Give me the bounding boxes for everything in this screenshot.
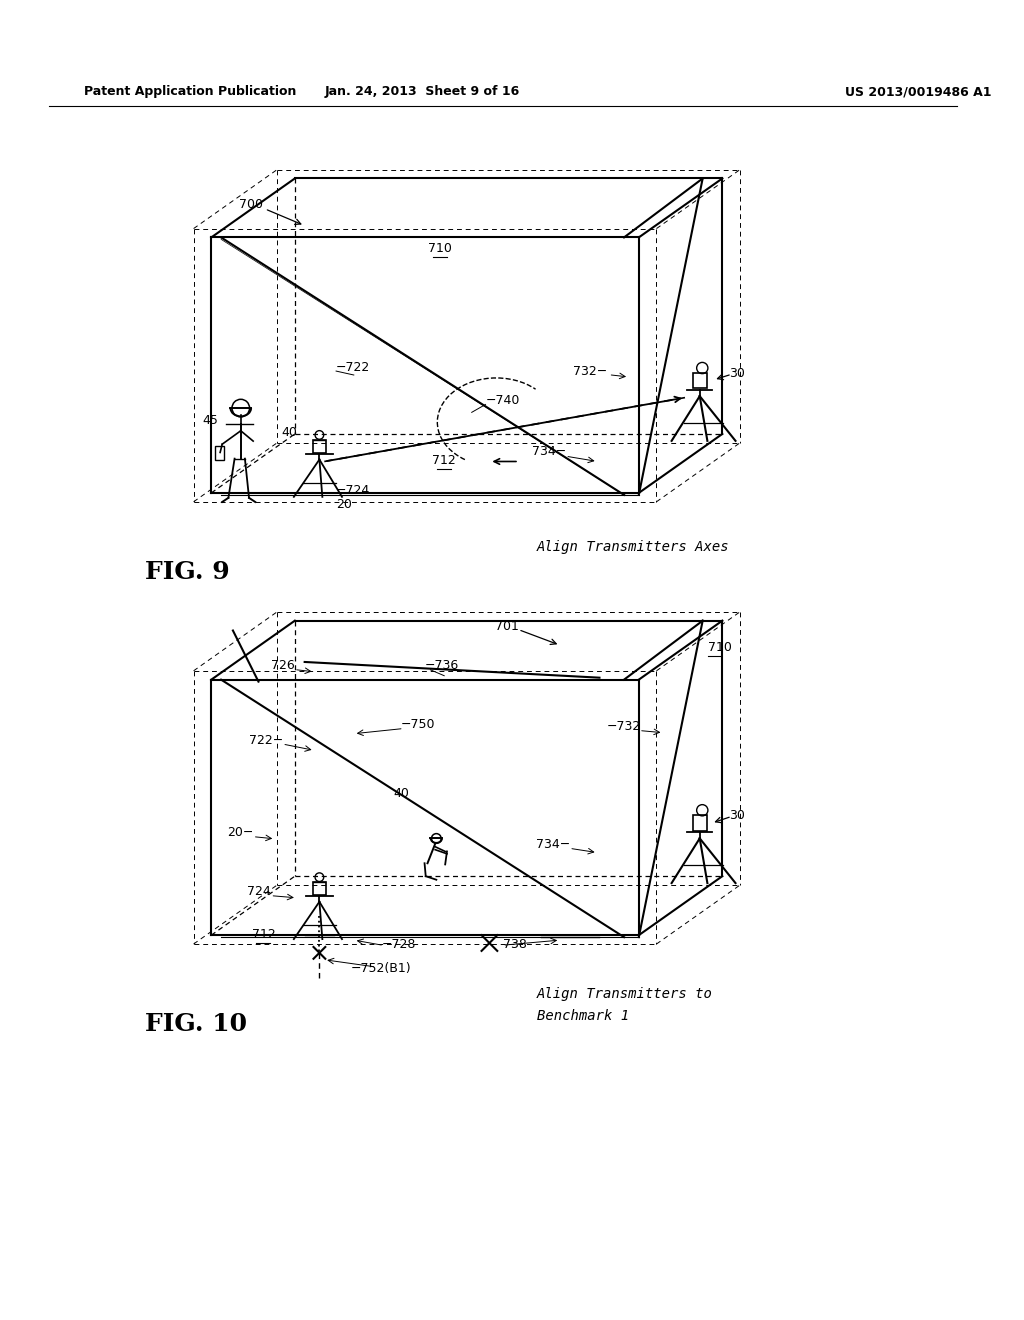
Bar (692, 374, 707, 388)
Text: 738: 738 (503, 939, 527, 952)
Text: −752(B1): −752(B1) (351, 962, 412, 975)
Text: Jan. 24, 2013  Sheet 9 of 16: Jan. 24, 2013 Sheet 9 of 16 (325, 86, 520, 99)
Text: Patent Application Publication: Patent Application Publication (84, 86, 296, 99)
Text: 724: 724 (247, 886, 270, 899)
Text: 20−: 20− (227, 826, 254, 840)
Text: 712: 712 (432, 454, 456, 467)
Text: Align Transmitters Axes: Align Transmitters Axes (537, 540, 729, 554)
Text: −736: −736 (425, 660, 459, 672)
Bar (215, 446, 224, 459)
Text: 712: 712 (252, 928, 275, 941)
Text: 30: 30 (729, 809, 745, 822)
Text: US 2013/0019486 A1: US 2013/0019486 A1 (845, 86, 991, 99)
Text: FIG. 10: FIG. 10 (145, 1011, 248, 1036)
Text: 726: 726 (271, 660, 295, 672)
Bar (312, 882, 327, 895)
Text: 734−: 734− (536, 838, 570, 851)
Text: −732: −732 (606, 721, 641, 734)
Text: 701: 701 (495, 620, 519, 634)
Text: −724: −724 (336, 484, 371, 498)
Text: 30: 30 (729, 367, 745, 380)
Text: Align Transmitters to: Align Transmitters to (537, 987, 713, 1001)
Text: −740: −740 (485, 395, 520, 407)
Text: −750: −750 (401, 718, 435, 731)
Text: 710: 710 (428, 242, 453, 255)
Text: 20: 20 (336, 498, 352, 511)
Text: 732−: 732− (573, 364, 607, 378)
Text: 700: 700 (240, 198, 263, 211)
Bar (312, 440, 327, 453)
Text: 45: 45 (203, 413, 218, 426)
Text: Benchmark 1: Benchmark 1 (537, 1008, 629, 1023)
Text: 722−: 722− (249, 734, 283, 747)
Text: 710: 710 (708, 642, 731, 655)
Text: −728: −728 (381, 939, 416, 952)
Text: −722: −722 (336, 360, 371, 374)
Text: 40: 40 (281, 425, 297, 438)
Text: 734−: 734− (531, 445, 566, 458)
Bar (692, 816, 707, 830)
Text: 40: 40 (393, 787, 409, 800)
Text: FIG. 9: FIG. 9 (145, 560, 230, 583)
